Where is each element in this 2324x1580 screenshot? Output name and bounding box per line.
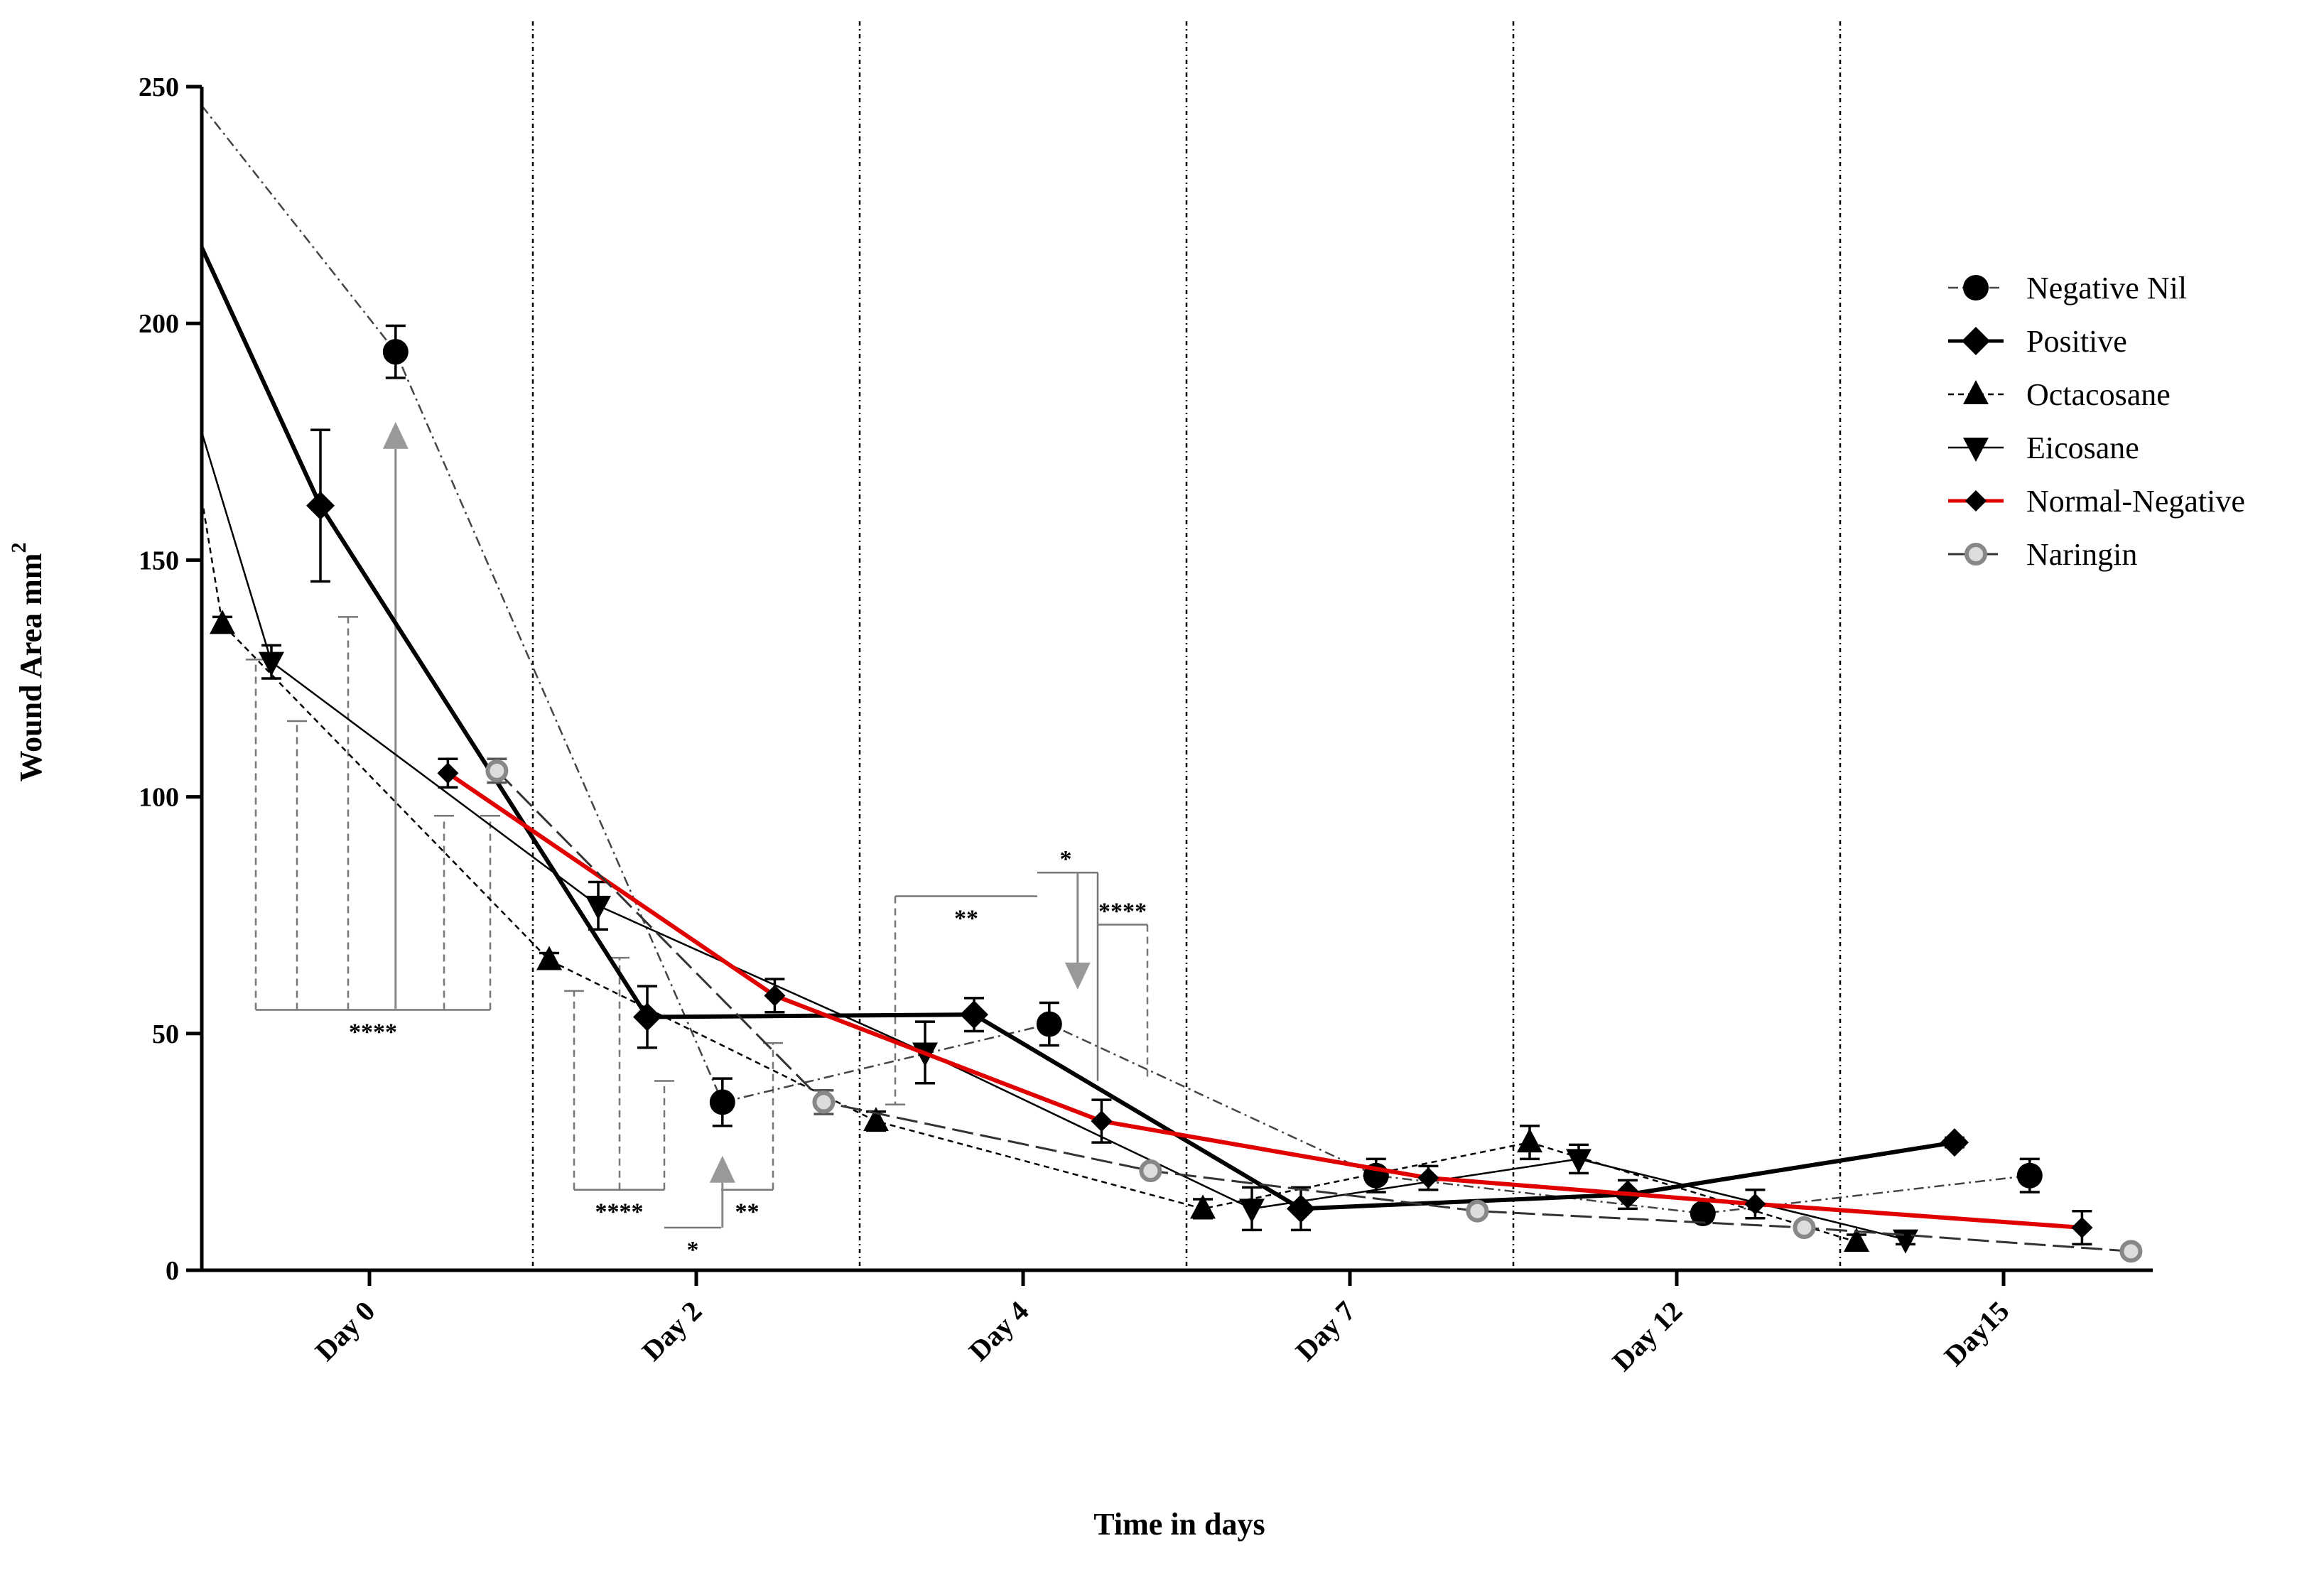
y-tick-label: 100 xyxy=(139,783,179,813)
data-point-positive xyxy=(306,491,335,520)
legend-item-normal-negative: Normal-Negative xyxy=(1948,484,2245,519)
data-point-positive xyxy=(960,1000,988,1029)
x-axis-title: Time in days xyxy=(1093,1507,1265,1542)
series-line-normal-negative xyxy=(446,771,2082,1230)
data-point-eicosane xyxy=(259,651,284,676)
series-negative-nil xyxy=(201,104,2043,1227)
legend: Negative Nil Positive Octacosane Eicosane No… xyxy=(1948,271,2245,572)
data-point-eicosane xyxy=(1566,1149,1591,1174)
legend-label: Negative Nil xyxy=(2026,271,2187,305)
legend-marker xyxy=(1963,438,1989,462)
series-line-eicosane xyxy=(200,432,1906,1240)
gray-arrow-head xyxy=(382,421,409,449)
y-axis-title: Wound Area mm2 xyxy=(7,543,48,782)
axes xyxy=(200,87,2153,1272)
legend-label: Naringin xyxy=(2026,537,2137,572)
data-point-negative-nil xyxy=(1690,1201,1716,1227)
significance-label: ** xyxy=(954,906,978,932)
data-point-negative-nil xyxy=(1036,1011,1062,1037)
y-tick-label: 0 xyxy=(166,1256,179,1286)
series-layer xyxy=(200,104,2143,1263)
gray-arrow-head xyxy=(1064,962,1091,990)
data-point-positive xyxy=(1287,1194,1315,1223)
data-point-octacosane xyxy=(1517,1128,1542,1153)
legend-marker xyxy=(1964,543,1987,566)
y-tick-label: 50 xyxy=(152,1019,179,1049)
significance-label: **** xyxy=(349,1019,397,1045)
legend-item-eicosane: Eicosane xyxy=(1948,431,2139,465)
legend-label: Normal-Negative xyxy=(2026,484,2245,519)
legend-label: Octacosane xyxy=(2026,377,2171,412)
legend-label: Positive xyxy=(2026,324,2127,359)
legend-item-naringin: Naringin xyxy=(1948,537,2137,572)
series-positive xyxy=(200,247,1969,1232)
x-tick-label: Day 7 xyxy=(1290,1295,1362,1368)
data-point-octacosane xyxy=(210,610,235,634)
data-point-octacosane xyxy=(863,1107,889,1132)
data-point-normal-negative xyxy=(1417,1167,1439,1189)
series-line-naringin xyxy=(496,769,2131,1252)
data-point-normal-negative xyxy=(2071,1217,2093,1239)
data-point-naringin xyxy=(1793,1216,1816,1240)
series-normal-negative xyxy=(437,757,2093,1246)
x-tick-label: Day 2 xyxy=(636,1295,708,1368)
x-tick-label: Day 4 xyxy=(963,1295,1035,1368)
data-point-negative-nil xyxy=(382,339,409,365)
data-point-eicosane xyxy=(1239,1198,1265,1223)
x-tick-label: Day 0 xyxy=(309,1295,382,1368)
data-point-octacosane xyxy=(536,946,562,970)
series-naringin xyxy=(485,757,2143,1263)
data-point-naringin xyxy=(812,1091,836,1114)
series-eicosane xyxy=(200,432,1918,1254)
data-point-normal-negative xyxy=(1744,1193,1766,1215)
series-line-positive xyxy=(200,247,1955,1211)
y-ticks: 0 50 100 150 200 250 xyxy=(139,72,202,1286)
legend-label: Eicosane xyxy=(2026,431,2139,465)
significance-label: ** xyxy=(735,1199,760,1225)
y-tick-label: 150 xyxy=(139,546,179,575)
legend-item-octacosane: Octacosane xyxy=(1948,377,2171,412)
data-point-naringin xyxy=(485,759,509,782)
significance-label: **** xyxy=(1098,899,1147,925)
y-tick-label: 250 xyxy=(139,72,179,102)
data-point-positive xyxy=(633,1002,661,1032)
data-point-positive xyxy=(1940,1128,1969,1157)
group-separators xyxy=(531,21,1842,1270)
data-point-normal-negative xyxy=(1091,1110,1113,1132)
legend-marker xyxy=(1965,490,1987,512)
significance-label: * xyxy=(1060,846,1072,872)
significance-label: * xyxy=(687,1237,699,1263)
y-tick-label: 200 xyxy=(139,309,179,339)
data-point-normal-negative xyxy=(764,985,786,1007)
significance-label: **** xyxy=(595,1199,644,1225)
legend-item-positive: Positive xyxy=(1948,324,2127,359)
series-line-negative-nil xyxy=(201,104,2030,1215)
series-octacosane xyxy=(200,498,1869,1252)
significance-brackets: ****************** xyxy=(246,421,1149,1263)
data-point-naringin xyxy=(1466,1199,1489,1223)
data-point-eicosane xyxy=(1893,1229,1918,1254)
data-point-negative-nil xyxy=(709,1089,735,1115)
data-point-normal-negative xyxy=(437,762,459,784)
data-point-naringin xyxy=(2119,1240,2143,1263)
x-ticks: Day 0 Day 2 Day 4 Day 7 Day 12 Day15 xyxy=(309,1270,2016,1378)
data-point-eicosane xyxy=(585,895,611,920)
data-point-negative-nil xyxy=(2016,1162,2043,1189)
legend-marker xyxy=(1962,327,1990,355)
legend-item-negative-nil: Negative Nil xyxy=(1948,271,2187,305)
legend-marker xyxy=(1963,275,1989,301)
data-point-octacosane xyxy=(1190,1194,1216,1219)
gray-arrow-head xyxy=(709,1155,735,1183)
data-point-octacosane xyxy=(1844,1228,1869,1252)
series-line-octacosane xyxy=(200,498,1857,1243)
x-tick-label: Day 12 xyxy=(1606,1295,1688,1378)
legend-marker xyxy=(1963,380,1989,404)
x-tick-label: Day15 xyxy=(1938,1295,2016,1373)
data-point-naringin xyxy=(1139,1159,1162,1183)
